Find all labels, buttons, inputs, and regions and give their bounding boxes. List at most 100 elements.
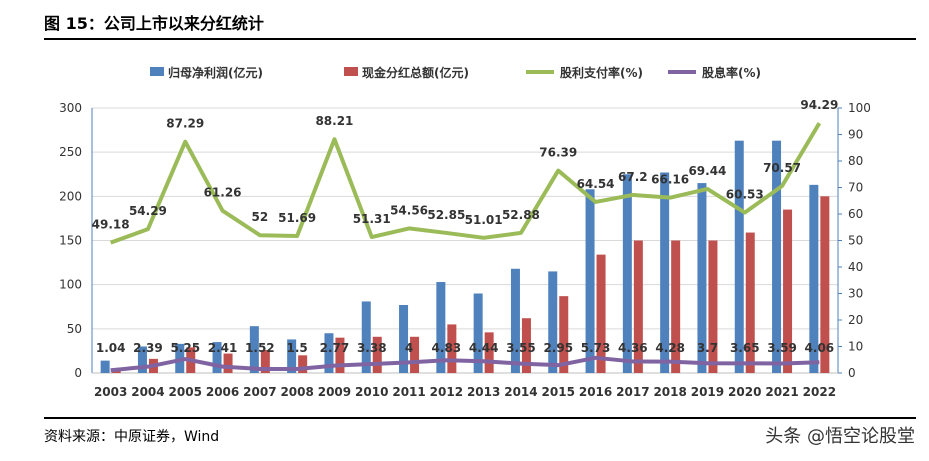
yield-label: 4.36	[618, 341, 648, 355]
x-tick-label: 2014	[504, 385, 537, 399]
bar-net-profit	[212, 342, 222, 373]
legend-label: 归母净利润(亿元)	[168, 65, 263, 80]
payout-label: 87.29	[166, 117, 204, 131]
yield-label: 4.06	[805, 341, 835, 355]
payout-label: 69.44	[688, 164, 726, 178]
payout-label: 52.88	[502, 208, 540, 222]
bar-dividend	[633, 240, 643, 373]
left-tick-label: 0	[74, 366, 82, 380]
x-tick-label: 2009	[318, 385, 351, 399]
bar-dividend	[410, 336, 420, 373]
right-tick-label: 70	[848, 181, 863, 195]
yield-label: 2.95	[543, 341, 573, 355]
x-tick-label: 2018	[653, 385, 686, 399]
left-tick-label: 150	[59, 234, 82, 248]
bar-dividend	[372, 336, 382, 373]
payout-label: 66.16	[651, 173, 689, 187]
payout-label: 60.53	[726, 188, 764, 202]
left-tick-label: 100	[59, 278, 82, 292]
left-tick-label: 50	[67, 322, 82, 336]
figure-title: 图 15：公司上市以来分红统计	[44, 14, 264, 33]
yield-label: 4.44	[469, 341, 499, 355]
bar-net-profit	[100, 360, 110, 373]
yield-label: 4	[405, 341, 413, 355]
yield-label: 3.55	[506, 341, 536, 355]
bar-net-profit	[324, 333, 334, 373]
payout-ratio-line	[109, 122, 822, 245]
x-tick-label: 2021	[765, 385, 798, 399]
yield-label: 3.65	[730, 341, 760, 355]
bar-dividend	[260, 350, 270, 373]
payout-label: 52.85	[427, 208, 465, 222]
right-tick-label: 100	[848, 101, 871, 115]
payout-label: 70.57	[763, 161, 801, 175]
right-tick-label: 10	[848, 340, 863, 354]
bar-net-profit	[361, 301, 371, 373]
yield-label: 3.7	[697, 341, 718, 355]
yield-label: 4.83	[432, 341, 462, 355]
bar-net-profit	[436, 282, 446, 373]
x-tick-label: 2022	[803, 385, 836, 399]
bar-dividend	[484, 332, 494, 373]
x-tick-label: 2012	[430, 385, 463, 399]
payout-label: 67.2	[618, 170, 648, 184]
x-tick-label: 2003	[94, 385, 127, 399]
bar-net-profit	[697, 183, 707, 373]
left-tick-label: 200	[59, 189, 82, 203]
left-tick-label: 300	[59, 101, 82, 115]
x-tick-label: 2011	[392, 385, 425, 399]
bar-net-profit	[734, 140, 744, 373]
x-tick-label: 2008	[280, 385, 313, 399]
bar-dividend	[745, 232, 755, 373]
yield-label: 1.5	[287, 341, 308, 355]
right-tick-label: 90	[848, 128, 863, 142]
yield-label: 4.28	[655, 341, 685, 355]
payout-label: 51.69	[278, 211, 316, 225]
bar-net-profit	[510, 268, 520, 373]
bar-dividend	[708, 240, 718, 373]
right-tick-label: 40	[848, 260, 863, 274]
bar-net-profit	[548, 271, 558, 373]
payout-label: 61.26	[204, 186, 242, 200]
bar-net-profit	[137, 346, 147, 373]
x-tick-label: 2004	[131, 385, 164, 399]
x-tick-label: 2010	[355, 385, 388, 399]
x-tick-label: 2020	[728, 385, 761, 399]
bar-net-profit	[809, 184, 819, 373]
x-tick-label: 2019	[691, 385, 724, 399]
yield-label: 3.59	[767, 341, 797, 355]
payout-label: 76.39	[539, 146, 577, 160]
x-tick-label: 2016	[579, 385, 612, 399]
bar-net-profit	[660, 172, 670, 373]
bar-dividend	[596, 254, 606, 373]
yield-label: 3.38	[357, 341, 387, 355]
bar-net-profit	[585, 189, 595, 373]
payout-label: 52	[251, 210, 268, 224]
bar-net-profit	[473, 293, 483, 373]
x-tick-label: 2007	[243, 385, 276, 399]
bar-dividend	[223, 353, 233, 373]
dividend-yield-line	[110, 355, 820, 373]
payout-label: 54.29	[129, 204, 167, 218]
right-tick-label: 30	[848, 287, 863, 301]
legend-swatch	[150, 67, 164, 76]
left-tick-label: 250	[59, 145, 82, 159]
bar-dividend	[298, 355, 308, 373]
right-tick-label: 50	[848, 234, 863, 248]
bar-net-profit	[772, 140, 782, 373]
yield-label: 2.41	[208, 341, 238, 355]
x-tick-label: 2017	[616, 385, 649, 399]
bar-dividend	[671, 240, 681, 373]
payout-label: 51.01	[465, 213, 503, 227]
yield-label: 1.52	[245, 341, 275, 355]
bar-net-profit	[249, 326, 259, 373]
legend-swatch	[344, 67, 358, 76]
yield-label: 5.25	[170, 341, 200, 355]
payout-label: 64.54	[577, 177, 615, 191]
payout-label: 54.56	[390, 203, 428, 217]
bar-dividend	[559, 296, 569, 373]
x-tick-label: 2015	[542, 385, 575, 399]
legend-label: 现金分红总额(亿元)	[362, 65, 469, 80]
legend-label: 股息率(%)	[702, 65, 761, 80]
